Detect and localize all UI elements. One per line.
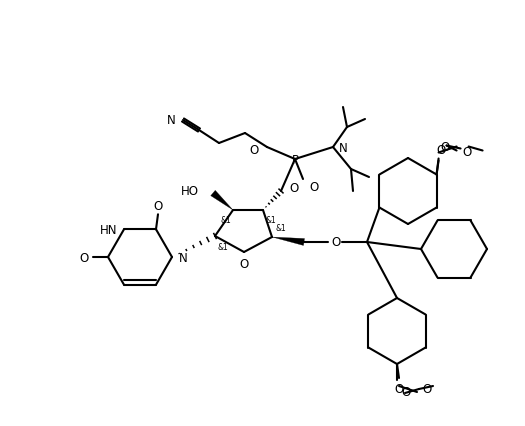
Text: O: O [239,258,249,271]
Text: HN: HN [100,223,117,236]
Text: &1: &1 [275,224,286,233]
Text: O: O [79,251,89,264]
Text: N: N [167,114,176,127]
Text: O: O [153,199,163,212]
Text: O: O [309,181,318,194]
Text: HO: HO [181,185,199,198]
Text: N: N [179,251,188,264]
Text: &1: &1 [220,216,231,225]
Text: O: O [440,141,450,154]
Text: O: O [436,144,445,157]
Text: &1: &1 [217,243,228,252]
Polygon shape [211,191,233,210]
Text: O: O [289,182,298,195]
Text: O: O [462,146,471,158]
Text: P: P [291,153,299,166]
Text: O: O [401,386,410,399]
Text: O: O [423,383,432,396]
Polygon shape [272,237,304,246]
Text: O: O [331,236,341,249]
Text: O: O [250,144,259,157]
Text: &1: &1 [265,216,276,225]
Text: N: N [339,141,348,154]
Text: O: O [394,383,404,396]
